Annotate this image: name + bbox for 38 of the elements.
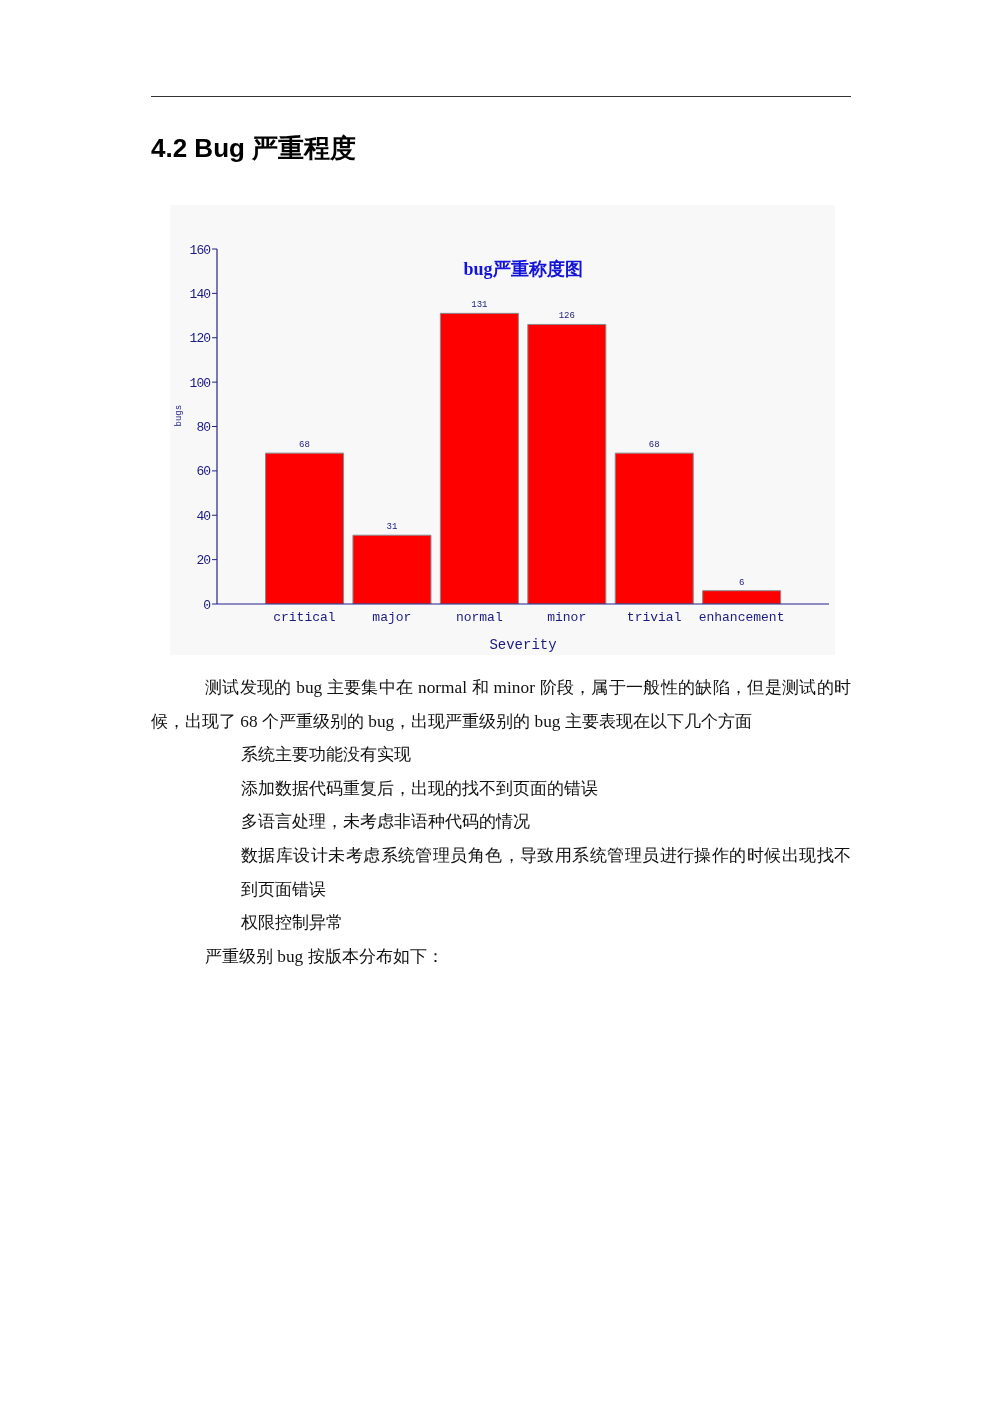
text: 添加数据代码重复后，出现的找不到页面的错误 (241, 777, 599, 800)
y-tick-label: 40 (196, 508, 211, 524)
bar (265, 452, 345, 604)
text: 系统主要功能没有实现 (241, 744, 412, 767)
y-tick-label: 100 (189, 375, 211, 391)
bar (439, 312, 519, 604)
x-axis-title: Severity (489, 637, 557, 653)
text: bug严重称度图 (462, 258, 584, 281)
bar (614, 452, 694, 604)
x-tick-label: normal (455, 610, 503, 626)
x-tick-label: major (372, 610, 412, 626)
y-tick-label: 60 (196, 464, 211, 480)
text: 4.2 Bug 严重程度 (151, 132, 357, 165)
data-label: 131 (471, 300, 488, 311)
text: 测试发现的 bug 主要集中在 normal 和 minor 阶段，属于一般性的缺陷，但是测试的时候，出现了 68 个严重级别的 bug，出现严重级别的 bug 主要表现在以下几个方面 (151, 677, 851, 733)
bar (702, 590, 782, 604)
data-label: 68 (648, 440, 660, 451)
y-tick-label: 120 (189, 331, 211, 347)
bar (352, 534, 432, 604)
text: 数据库设计未考虑系统管理员角色，导致用系统管理员进行操作的时候出现找不到页面错误 (241, 844, 851, 901)
data-label: 126 (558, 311, 575, 322)
y-tick-label: 20 (196, 553, 211, 569)
x-tick-label: trivial (626, 610, 682, 626)
bar (527, 323, 607, 604)
x-tick-label: critical (273, 610, 336, 626)
data-label: 31 (386, 522, 398, 533)
data-label: 68 (299, 440, 310, 451)
data-label: 6 (738, 577, 745, 588)
x-tick-label: enhancement (698, 610, 785, 626)
y-axis-title: bugs (174, 404, 185, 427)
y-tick-label: 80 (196, 420, 211, 436)
text: 多语言处理，未考虑非语种代码的情况 (241, 811, 531, 834)
x-tick-label: minor (547, 610, 587, 626)
text: 严重级别 bug 按版本分布如下： (204, 945, 445, 968)
y-tick-label: 160 (189, 242, 211, 258)
text: 权限控制异常 (241, 912, 344, 935)
y-tick-label: 0 (203, 597, 211, 613)
y-tick-label: 140 (189, 286, 211, 302)
